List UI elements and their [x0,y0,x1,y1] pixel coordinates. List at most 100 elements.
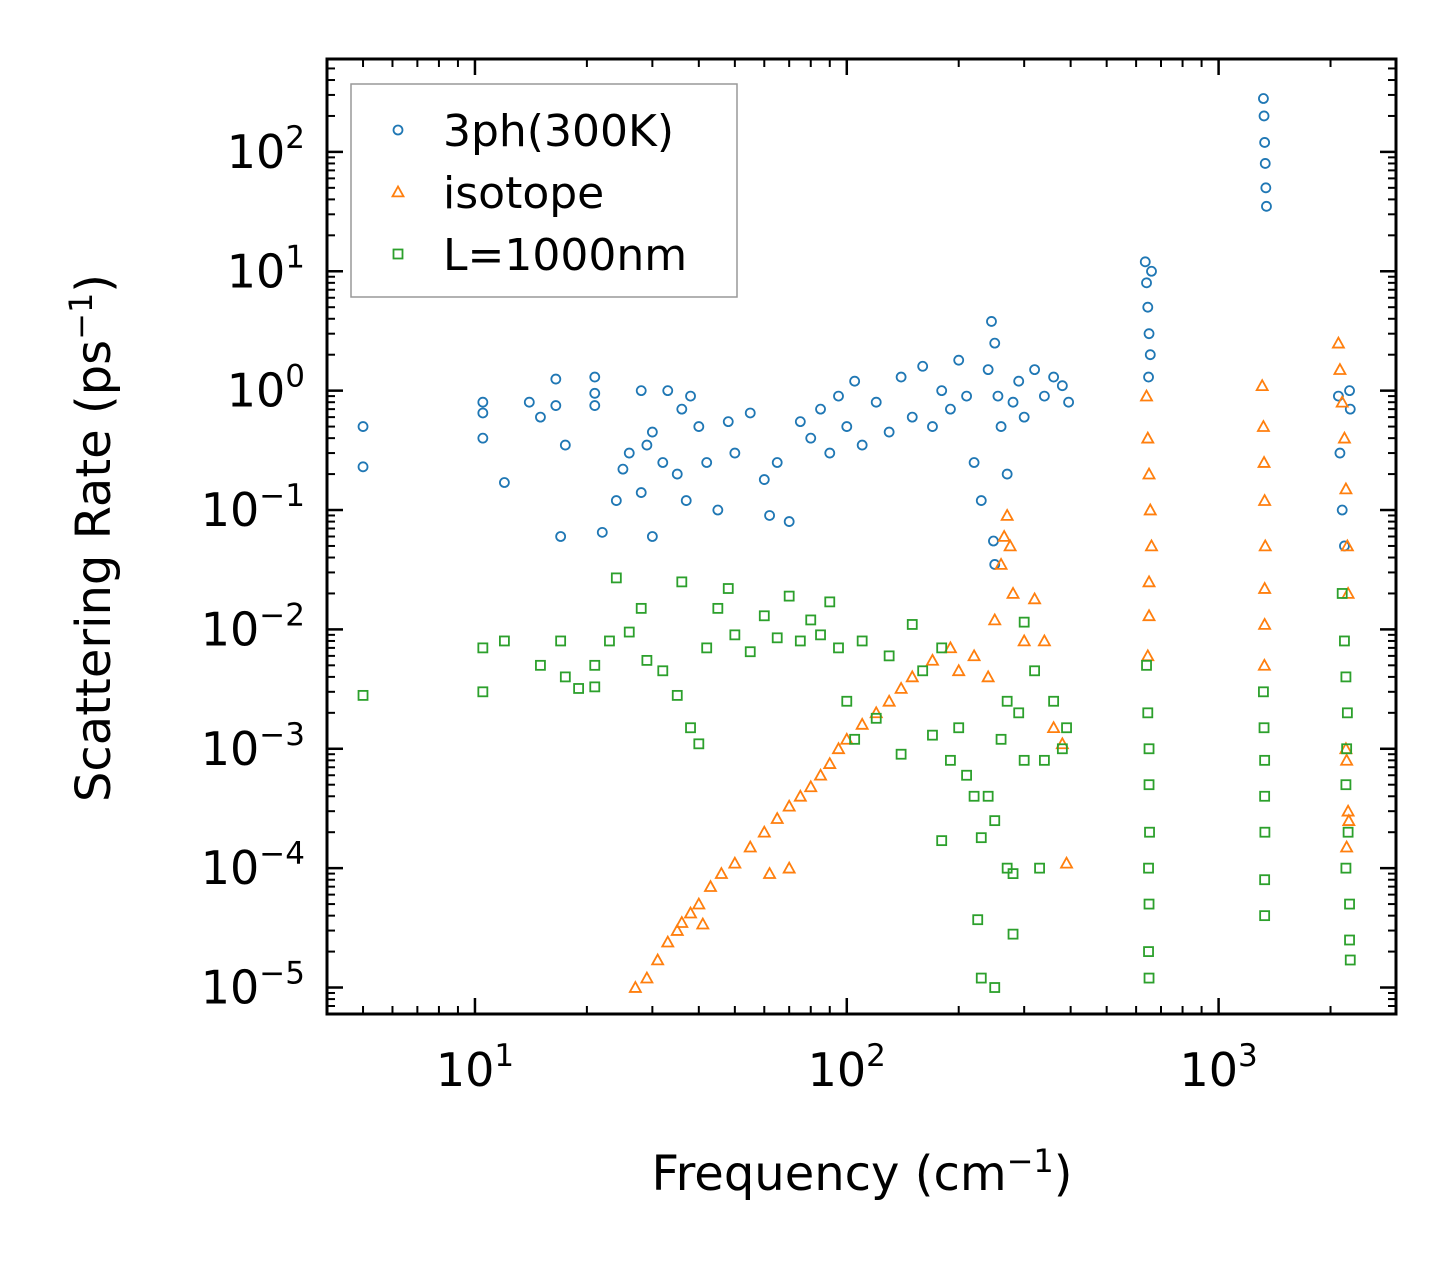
data-point [1341,743,1353,755]
data-point [671,468,683,480]
legend-label: 3ph(300K) [443,106,674,157]
data-point [1018,754,1030,766]
y-tick-label: 10−1 [201,478,305,537]
data-point [646,426,658,438]
data-point [936,835,948,847]
data-point [610,495,622,506]
data-point [793,788,808,802]
data-point [743,839,758,853]
data-point [691,896,706,910]
data-point [1142,466,1157,480]
data-point [1335,394,1350,408]
data-point [523,396,535,408]
data-point [895,371,907,383]
data-point [961,769,972,781]
data-point [1038,754,1050,766]
data-point [693,421,705,432]
data-point [693,738,705,750]
x-tick-label-exp: 1 [494,1038,514,1074]
legend-marker [390,184,406,198]
series-3 [357,572,1356,993]
data-point [1342,826,1354,838]
series-2 [628,335,1356,993]
data-point [1143,898,1155,910]
data-point [1139,256,1151,268]
data-point [1000,508,1015,521]
data-point [357,689,369,701]
data-point [1140,430,1155,444]
data-point [1006,586,1021,599]
data-point [1339,752,1354,766]
data-point [1144,538,1159,552]
data-point [824,447,836,459]
data-point [905,669,920,683]
data-point [1007,868,1019,880]
data-point [535,659,546,671]
x-tick-label-base: 10 [808,1043,867,1097]
data-point [1143,371,1154,383]
data-point [883,426,895,438]
data-point [1038,390,1050,402]
y-tick-label-exp: −2 [259,597,305,633]
data-point [1037,633,1052,647]
y-tick-label: 10−5 [201,956,305,1015]
data-point [714,866,729,879]
data-point [641,439,653,451]
data-point [849,375,861,387]
data-point [1142,707,1154,719]
data-point [628,980,643,993]
legend-marker [392,124,404,136]
data-point [1139,388,1154,402]
data-point [1029,665,1041,677]
data-point [824,596,836,608]
data-point [589,681,601,693]
data-point [967,648,982,662]
y-tick-label: 102 [227,120,305,179]
data-point [701,642,713,654]
data-point [685,722,696,734]
data-point [869,705,884,719]
data-point [1259,874,1271,886]
x-tick-label-base: 10 [1179,1043,1238,1097]
data-point [727,855,742,869]
data-point [589,659,601,671]
data-point [589,371,601,383]
data-point [1259,826,1271,838]
data-point [1143,779,1155,791]
data-point [635,487,647,498]
legend-entries: 3ph(300K) isotope L=1000nm [390,106,687,281]
y-axis-label: Scattering Rate (ps−1) [62,274,122,802]
data-point [1339,839,1354,853]
data-point [674,915,689,928]
x-axis-label: Frequency (cm−1) [651,1142,1072,1202]
data-point [906,619,918,630]
data-point [623,626,635,638]
data-point [975,972,987,984]
data-point [997,529,1012,542]
data-point [1341,707,1353,719]
data-point [1344,934,1355,946]
y-tick-label-exp: −1 [259,478,305,514]
data-point [1258,722,1270,734]
y-tick-label-exp: −3 [259,717,305,753]
y-tick-label-base: 10 [201,722,260,776]
series-1 [357,93,1356,570]
data-point [1340,862,1352,874]
data-point [1143,328,1155,340]
data-point [1334,447,1346,459]
points-layer [357,93,1356,993]
data-point [646,531,658,542]
data-point [771,632,783,644]
data-point [357,461,369,473]
data-point [815,403,826,415]
data-point [1146,265,1157,277]
data-point [917,360,929,372]
data-point [550,400,562,411]
x-tick-label: 103 [1179,1038,1257,1097]
data-point [870,712,882,724]
data-point [1337,430,1352,444]
data-point [894,681,909,694]
data-point [968,457,980,468]
data-point [550,373,562,385]
data-point [982,364,994,376]
